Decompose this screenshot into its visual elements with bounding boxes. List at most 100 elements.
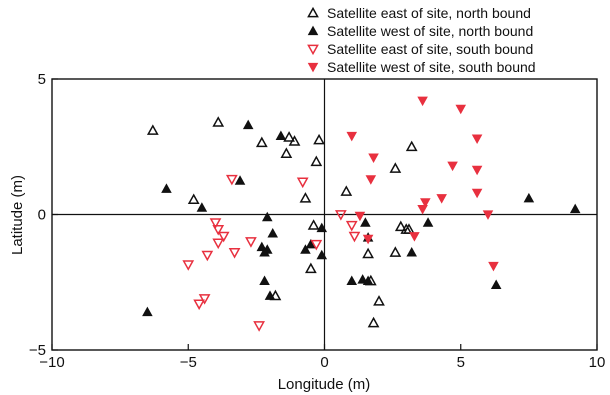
data-point <box>420 198 431 208</box>
data-point <box>417 205 428 215</box>
data-point <box>471 188 483 199</box>
data-point <box>267 228 279 238</box>
legend-item: Satellite east of site, north bound <box>307 5 531 21</box>
data-point <box>255 136 268 148</box>
data-point <box>217 231 230 243</box>
data-point <box>146 124 159 135</box>
data-point <box>182 260 195 271</box>
data-point <box>389 162 402 173</box>
data-point <box>313 133 325 145</box>
data-point <box>362 275 374 285</box>
data-point <box>490 279 502 290</box>
data-point <box>310 239 323 251</box>
zero-lines <box>52 79 597 350</box>
y-axis-title: Latitude (m) <box>9 175 26 255</box>
data-point <box>346 131 358 142</box>
legend-label: Satellite west of site, north bound <box>327 23 533 39</box>
data-point <box>212 224 225 236</box>
data-point <box>455 104 467 115</box>
data-point <box>447 161 458 172</box>
series-3 <box>182 174 361 332</box>
series-4 <box>346 96 499 272</box>
legend-marker <box>307 25 319 36</box>
y-tick-label: −5 <box>29 342 46 359</box>
data-point <box>365 175 377 185</box>
data-point <box>142 306 153 317</box>
data-point <box>234 175 246 185</box>
data-point <box>245 237 257 248</box>
x-tick-label: 0 <box>320 354 328 371</box>
data-point <box>394 220 407 232</box>
data-point <box>523 192 535 203</box>
data-point <box>264 290 276 300</box>
data-point <box>212 238 225 250</box>
legend-marker <box>307 44 319 56</box>
data-point <box>316 222 328 233</box>
data-point <box>362 247 374 259</box>
data-point <box>275 130 287 140</box>
data-point <box>471 134 483 145</box>
y-tick-label: 5 <box>38 71 46 88</box>
data-point <box>212 116 225 127</box>
data-point <box>253 321 265 332</box>
data-point <box>283 131 295 142</box>
data-point <box>345 220 358 232</box>
data-point <box>373 295 385 306</box>
data-point <box>196 202 208 212</box>
data-point <box>280 147 293 158</box>
legend-label: Satellite east of site, south bound <box>327 41 533 57</box>
legend-item: Satellite east of site, south bound <box>307 41 533 57</box>
data-point <box>259 247 270 257</box>
x-tick-label: 10 <box>589 354 606 371</box>
data-point <box>405 140 418 152</box>
data-point <box>354 211 366 222</box>
data-point <box>403 223 415 234</box>
data-point <box>296 177 309 189</box>
data-point <box>299 192 312 203</box>
data-point <box>409 232 420 242</box>
data-point <box>161 183 172 193</box>
data-point <box>307 219 320 230</box>
data-point <box>482 210 494 220</box>
data-point <box>316 249 328 260</box>
data-point <box>348 231 361 243</box>
data-point <box>340 185 353 196</box>
data-point <box>187 193 200 205</box>
data-point <box>209 218 222 229</box>
data-point <box>471 165 483 176</box>
legend-marker <box>307 6 319 18</box>
data-point <box>334 210 347 221</box>
legend-label: Satellite west of site, south bound <box>327 59 536 75</box>
legend-label: Satellite east of site, north bound <box>327 5 531 21</box>
data-point <box>389 246 402 257</box>
data-point <box>201 250 214 262</box>
series-1 <box>146 116 418 328</box>
x-tick-label: −10 <box>39 354 64 371</box>
data-point <box>300 244 311 254</box>
data-point <box>261 211 273 222</box>
legend-item: Satellite west of site, south bound <box>307 59 536 75</box>
data-point <box>269 289 282 301</box>
data-point <box>198 294 211 305</box>
x-tick-label: 5 <box>457 354 465 371</box>
data-point <box>367 316 380 328</box>
data-point <box>259 275 270 285</box>
data-point <box>436 194 447 204</box>
x-tick-label: −5 <box>180 354 197 371</box>
data-point <box>310 155 323 167</box>
data-point <box>242 119 254 130</box>
axis-ticks: −10 −5 0 5 10−505 <box>29 71 605 371</box>
data-point <box>288 135 301 146</box>
data-points <box>142 96 581 332</box>
legend-item: Satellite west of site, north bound <box>307 23 533 39</box>
data-point <box>488 261 499 272</box>
data-point <box>422 217 434 227</box>
data-point <box>368 153 379 164</box>
data-point <box>362 234 374 245</box>
y-tick-label: 0 <box>38 207 46 224</box>
data-point <box>305 262 317 274</box>
data-point <box>417 96 428 107</box>
data-point <box>225 174 238 186</box>
data-point <box>193 299 206 311</box>
